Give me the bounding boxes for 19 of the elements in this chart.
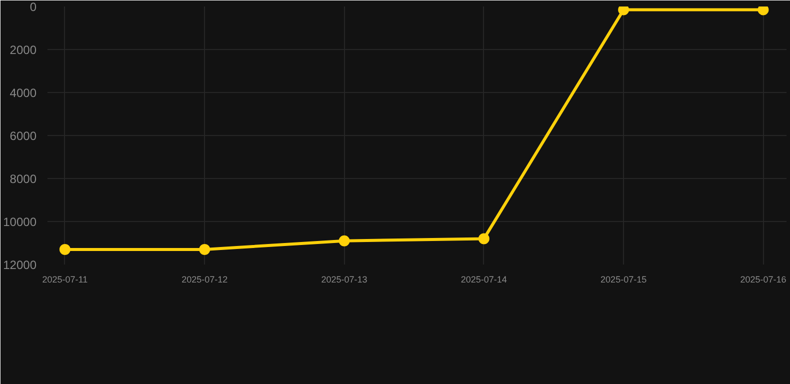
x-tick-label: 2025-07-13	[321, 274, 368, 284]
point	[338, 235, 350, 246]
y-tick-label: 10000	[3, 215, 37, 229]
y-tick-label: 8000	[10, 172, 37, 186]
y-tick-label: 6000	[10, 129, 37, 143]
point	[478, 233, 490, 244]
y-tick-label: 12000	[3, 258, 37, 272]
x-tick-label: 2025-07-12	[182, 274, 228, 284]
point	[618, 6, 630, 16]
y-tick-label: 4000	[10, 86, 37, 100]
point	[199, 244, 210, 255]
x-tick-label: 2025-07-14	[460, 274, 507, 284]
point	[59, 244, 70, 255]
x-tick-label: 2025-07-16	[740, 274, 786, 284]
y-tick-label: 0	[30, 0, 37, 14]
x-tick-label: 2025-07-11	[42, 274, 88, 284]
y-tick-label: 2000	[10, 43, 37, 57]
x-tick-label: 2025-07-15	[600, 274, 647, 284]
point	[758, 6, 769, 16]
